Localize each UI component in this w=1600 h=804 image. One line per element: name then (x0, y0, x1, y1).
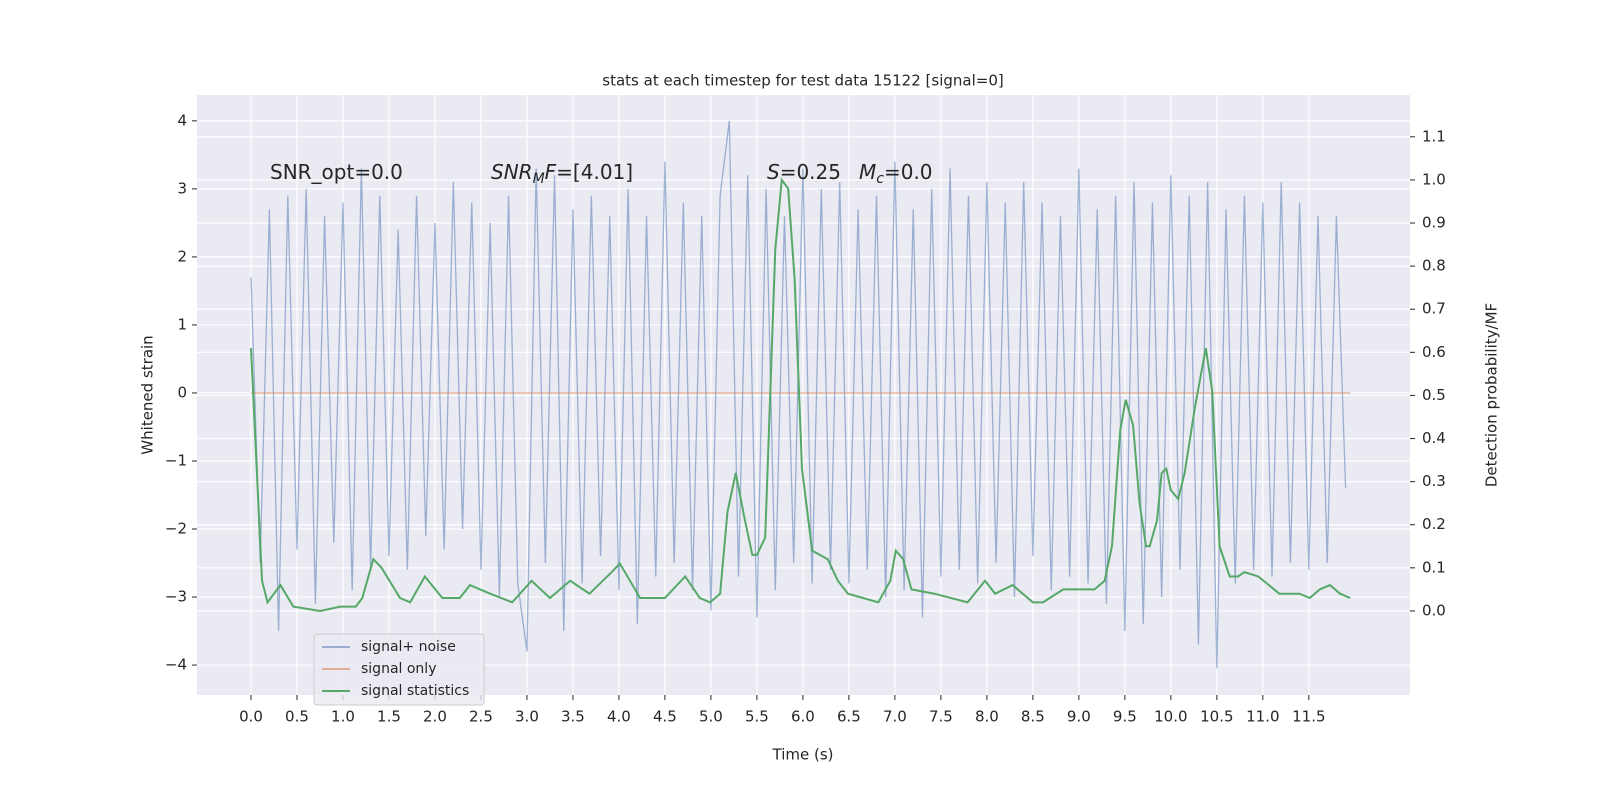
annotation-part: S (767, 160, 780, 184)
x-tick-label: 10.5 (1200, 708, 1233, 726)
annotation: Mc=0.0 (859, 160, 933, 188)
x-tick-label: 6.0 (791, 708, 815, 726)
annotation-part: =[4.01] (556, 160, 633, 184)
x-tick-label: 8.0 (975, 708, 999, 726)
x-tick-label: 10.0 (1154, 708, 1187, 726)
legend-label: signal only (361, 661, 436, 677)
y-tick-label: 0 (177, 383, 187, 401)
y2-tick-label: 0.9 (1422, 214, 1446, 232)
annotation-part: M (859, 160, 876, 184)
annotation-part: SNR_opt=0.0 (270, 160, 403, 184)
x-tick-label: 1.0 (331, 708, 355, 726)
y-axis-label: Whitened strain (139, 335, 157, 454)
y2-tick-label: 0.3 (1422, 472, 1446, 490)
x-tick-label: 11.5 (1292, 708, 1325, 726)
y-tick-label: −2 (165, 520, 187, 538)
y2-tick-label: 1.1 (1422, 127, 1446, 145)
annotation-part: c (876, 171, 884, 187)
y2-tick-label: 0.8 (1422, 257, 1446, 275)
y-tick-label: 2 (177, 247, 187, 265)
annotation: SNRMF=[4.01] (491, 160, 633, 188)
annotation-part: F (545, 160, 557, 184)
x-tick-label: 4.5 (653, 708, 677, 726)
y-tick-label: 3 (177, 179, 187, 197)
y2-tick-label: 0.1 (1422, 558, 1446, 576)
annotation-part: =0.25 (780, 160, 841, 184)
annotation: S=0.25 (767, 160, 841, 184)
x-tick-label: 2.0 (423, 708, 447, 726)
x-axis-label: Time (s) (772, 746, 834, 764)
x-tick-label: 5.5 (745, 708, 769, 726)
x-tick-label: 0.5 (285, 708, 309, 726)
annotation-part: =0.0 (884, 160, 933, 184)
x-tick-label: 11.0 (1246, 708, 1279, 726)
x-tick-label: 5.0 (699, 708, 723, 726)
x-tick-label: 7.5 (929, 708, 953, 726)
x-tick-label: 6.5 (837, 708, 861, 726)
x-tick-label: 8.5 (1021, 708, 1045, 726)
x-tick-label: 2.5 (469, 708, 493, 726)
legend-box (313, 633, 485, 706)
y2-tick-label: 0.2 (1422, 515, 1446, 533)
annotation: SNR_opt=0.0 (270, 160, 403, 184)
y2-axis-label: Detection probability/MF (1483, 303, 1501, 487)
y2-tick-label: 0.0 (1422, 601, 1446, 619)
legend-label: signal+ noise (361, 639, 456, 655)
annotation-part: M (533, 171, 545, 187)
y-tick-label: −3 (165, 588, 187, 606)
x-tick-label: 1.5 (377, 708, 401, 726)
x-tick-label: 9.5 (1113, 708, 1137, 726)
x-tick-label: 0.0 (239, 708, 263, 726)
annotation-part: SNR (491, 160, 533, 184)
x-tick-label: 7.0 (883, 708, 907, 726)
y-tick-label: 1 (177, 315, 187, 333)
y2-tick-label: 0.6 (1422, 343, 1446, 361)
y-tick-label: 4 (177, 111, 187, 129)
x-tick-label: 3.5 (561, 708, 585, 726)
y2-tick-label: 0.7 (1422, 300, 1446, 318)
x-tick-label: 9.0 (1067, 708, 1091, 726)
y2-tick-label: 0.4 (1422, 429, 1446, 447)
y-tick-label: −1 (165, 451, 187, 469)
chart-title: stats at each timestep for test data 151… (602, 72, 1003, 90)
y2-tick-label: 0.5 (1422, 386, 1446, 404)
series-line (249, 177, 1351, 612)
x-tick-label: 4.0 (607, 708, 631, 726)
x-tick-label: 3.0 (515, 708, 539, 726)
y-tick-label: −4 (165, 656, 187, 674)
y2-tick-label: 1.0 (1422, 170, 1446, 188)
legend-label: signal statistics (361, 683, 469, 699)
